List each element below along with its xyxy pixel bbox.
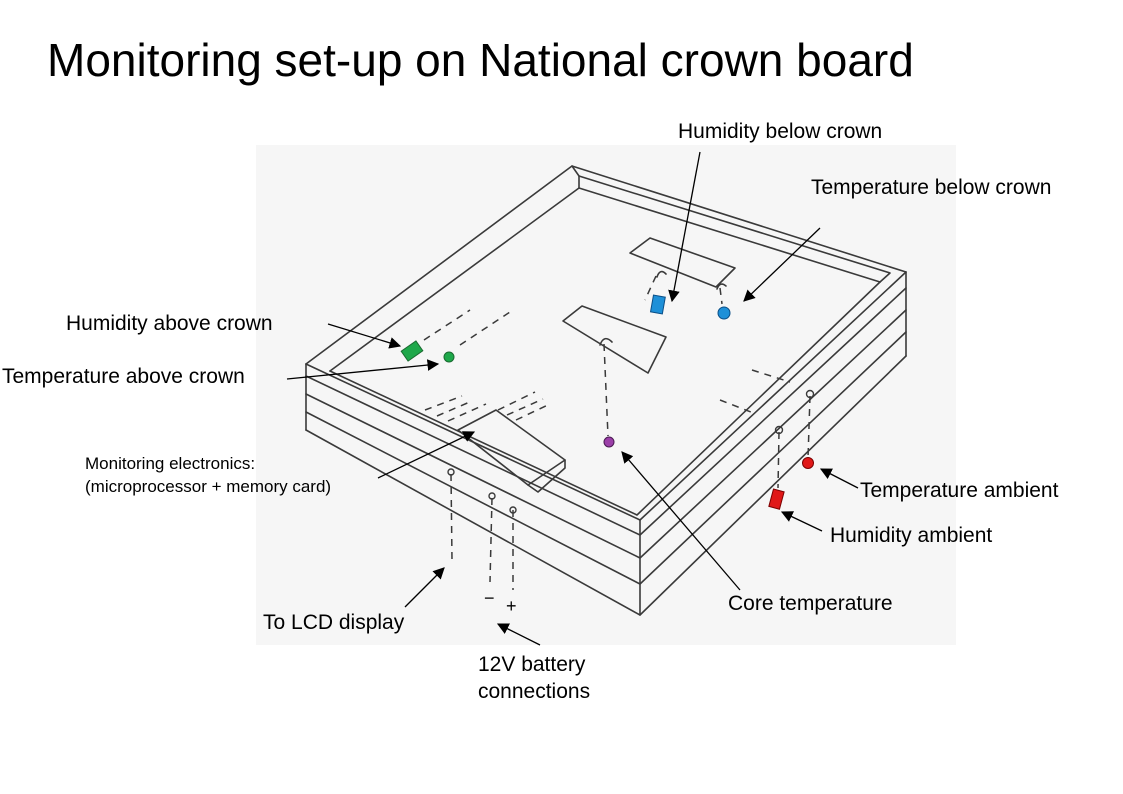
hole-ambient-temp: [805, 389, 815, 399]
arrow-temperature-ambient: [819, 468, 859, 489]
arrow-lcd: [404, 567, 445, 608]
wire-ambient-temp: [807, 395, 811, 459]
wire-core: [603, 343, 609, 437]
temperature-ambient-sensor: [802, 457, 814, 469]
wire-minus: [489, 497, 493, 583]
wire-ambient-hum: [777, 431, 780, 489]
label-humidity-ambient: Humidity ambient: [830, 524, 993, 547]
hole-plus: [509, 506, 517, 514]
humidity-above-sensor: [400, 340, 424, 362]
arrow-temperature-above: [286, 359, 440, 380]
label-core-temperature: Core temperature: [728, 592, 893, 615]
temperature-above-sensor: [443, 351, 455, 363]
label-plus: +: [506, 596, 517, 616]
humidity-below-sensor: [649, 294, 666, 315]
arrow-humidity-ambient: [780, 511, 823, 532]
wire-temperature-above: [459, 311, 511, 346]
slide-title: Monitoring set-up on National crown boar…: [47, 34, 914, 86]
wire-humidity-above: [423, 309, 471, 341]
arrow-humidity-below: [668, 151, 701, 303]
label-battery-line2: connections: [478, 680, 591, 703]
center-hole: [599, 337, 613, 346]
upper-hole-right: [716, 283, 727, 290]
core-temperature-sensor: [603, 436, 615, 448]
frame-inner-back-right: [578, 175, 891, 283]
temperature-below-sensor: [717, 306, 731, 320]
board-frame: [305, 165, 907, 616]
label-electronics-line1: Monitoring electronics:: [85, 454, 256, 473]
label-minus: −: [484, 588, 495, 608]
hole-lcd: [447, 468, 455, 476]
hole-minus: [488, 492, 496, 500]
label-humidity-below-crown: Humidity below crown: [678, 120, 883, 143]
label-electronics-line2: (microprocessor + memory card): [85, 477, 332, 496]
wire-lcd: [450, 473, 453, 561]
inner-dash-1: [751, 369, 791, 383]
label-temperature-below-crown: Temperature below crown: [811, 176, 1052, 199]
label-humidity-above-crown: Humidity above crown: [66, 312, 273, 335]
arrow-humidity-above: [327, 323, 402, 349]
arrow-temperature-below: [743, 227, 821, 302]
label-temperature-above-crown: Temperature above crown: [2, 365, 245, 388]
humidity-ambient-sensor: [768, 488, 785, 510]
hole-ambient-hum: [774, 425, 784, 435]
label-temperature-ambient: Temperature ambient: [860, 479, 1059, 502]
label-battery-line1: 12V battery: [478, 653, 586, 676]
drawing-background: [256, 145, 956, 645]
inner-dash-2: [719, 399, 757, 415]
frame-front-inner: [329, 281, 881, 516]
upper-strip: [629, 237, 736, 288]
label-to-lcd-display: To LCD display: [263, 611, 405, 634]
wire-temperature-below: [719, 287, 723, 305]
arrow-electronics: [377, 431, 476, 479]
arrow-battery: [496, 623, 541, 646]
upper-hole-left: [656, 270, 667, 278]
arrow-core: [621, 451, 741, 591]
wire-humidity-below: [644, 275, 657, 301]
electronics-box: [424, 391, 566, 493]
center-strip: [562, 305, 667, 374]
